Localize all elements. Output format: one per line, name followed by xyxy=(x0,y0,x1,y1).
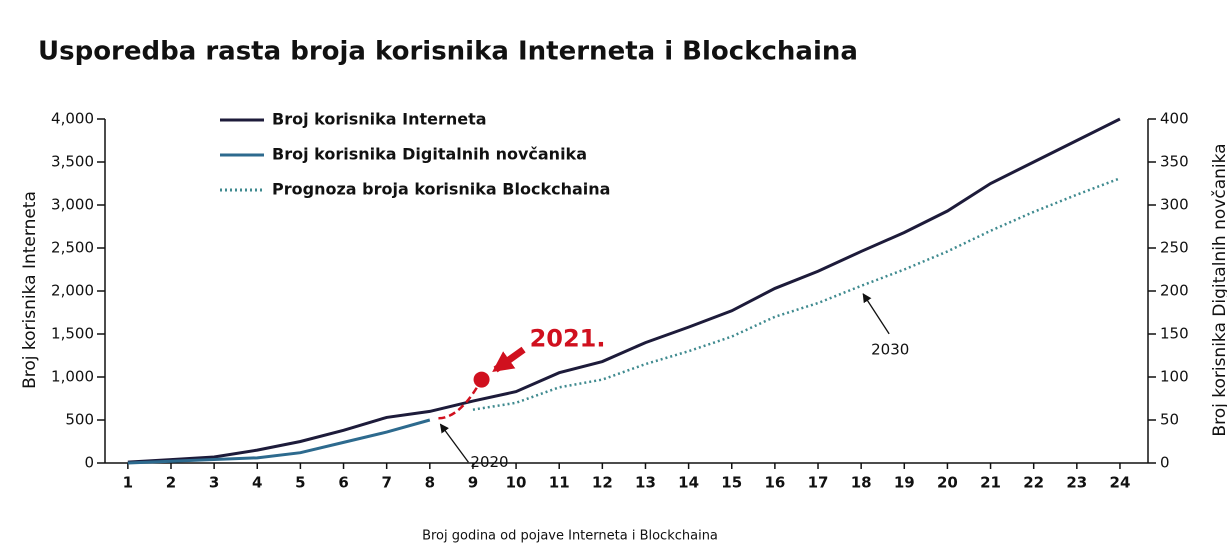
legend-label: Broj korisnika Interneta xyxy=(272,110,487,129)
y-axis-label: Broj korisnika Interneta xyxy=(20,191,40,389)
forecast-link xyxy=(438,378,483,420)
annotation-text: 2021. xyxy=(530,325,606,353)
series-line xyxy=(127,418,431,465)
series-line xyxy=(472,177,1121,411)
y-tick-label: 3,000 xyxy=(51,196,94,214)
y2-tick-label: 300 xyxy=(1160,196,1189,214)
legend-label: Broj korisnika Digitalnih novčanika xyxy=(272,145,587,164)
x-tick-label: 20 xyxy=(937,474,958,492)
y-tick-label: 500 xyxy=(65,411,94,429)
x-tick-label: 5 xyxy=(295,474,305,492)
annotation-point xyxy=(473,371,490,388)
y2-tick-label: 250 xyxy=(1160,239,1189,257)
y2-tick-label: 350 xyxy=(1160,153,1189,171)
x-tick-label: 24 xyxy=(1110,474,1131,492)
y2-tick-label: 400 xyxy=(1160,110,1189,128)
x-tick-label: 18 xyxy=(851,474,872,492)
x-tick-label: 21 xyxy=(980,474,1001,492)
x-tick-label: 13 xyxy=(635,474,656,492)
x-tick-label: 17 xyxy=(808,474,829,492)
annotation-arrow xyxy=(439,423,469,463)
x-tick-label: 12 xyxy=(592,474,613,492)
y2-tick-label: 150 xyxy=(1160,325,1189,343)
annotation-arrow xyxy=(862,293,890,335)
legend-label: Prognoza broja korisnika Blockchaina xyxy=(272,180,610,199)
x-tick-label: 1 xyxy=(123,474,133,492)
x-tick-label: 23 xyxy=(1066,474,1087,492)
x-tick-label: 19 xyxy=(894,474,915,492)
y2-axis-label: Broj korisnika Digitalnih novčanika xyxy=(1210,143,1227,436)
x-tick-label: 4 xyxy=(252,474,262,492)
x-tick-label: 10 xyxy=(506,474,527,492)
x-tick-label: 15 xyxy=(721,474,742,492)
x-axis-label: Broj godina od pojave Interneta i Blockc… xyxy=(422,529,718,544)
x-tick-label: 7 xyxy=(381,474,391,492)
x-tick-label: 3 xyxy=(209,474,219,492)
x-tick-label: 2 xyxy=(166,474,176,492)
x-tick-label: 14 xyxy=(678,474,699,492)
y2-tick-label: 100 xyxy=(1160,368,1189,386)
y-tick-label: 0 xyxy=(84,454,94,472)
series-line xyxy=(127,117,1121,464)
y-tick-label: 4,000 xyxy=(51,110,94,128)
x-tick-label: 11 xyxy=(549,474,570,492)
chart-title: Usporedba rasta broja korisnika Internet… xyxy=(38,37,858,67)
y2-tick-label: 200 xyxy=(1160,282,1189,300)
y-tick-label: 3,500 xyxy=(51,153,94,171)
annotation-arrow xyxy=(492,346,526,373)
x-tick-label: 16 xyxy=(764,474,785,492)
x-tick-label: 8 xyxy=(425,474,435,492)
x-tick-label: 6 xyxy=(338,474,348,492)
x-tick-label: 22 xyxy=(1023,474,1044,492)
y-tick-label: 1,500 xyxy=(51,325,94,343)
y2-tick-label: 0 xyxy=(1160,454,1170,472)
y-tick-label: 1,000 xyxy=(51,368,94,386)
y-tick-label: 2,500 xyxy=(51,239,94,257)
annotation-text: 2020 xyxy=(470,453,508,471)
y2-tick-label: 50 xyxy=(1160,411,1179,429)
annotation-text: 2030 xyxy=(871,340,909,358)
x-tick-label: 9 xyxy=(468,474,478,492)
y-tick-label: 2,000 xyxy=(51,282,94,300)
